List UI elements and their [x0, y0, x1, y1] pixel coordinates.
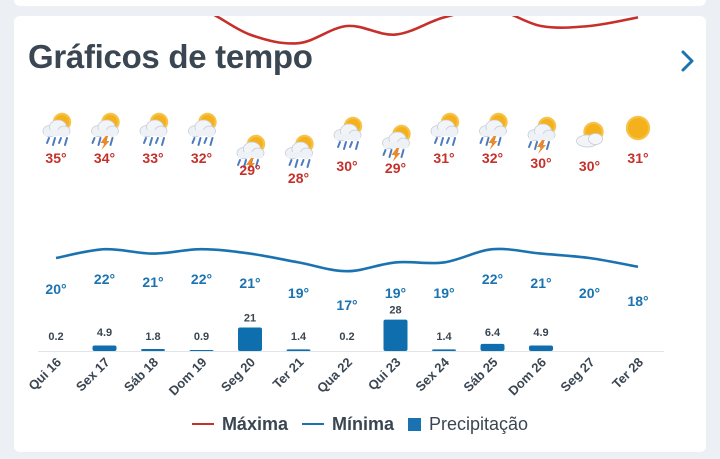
precip-label: 6.4: [485, 327, 501, 339]
weather-charts-card: Gráficos de tempo 35° 34° 33° 32° 29° 28° 30° 2…: [14, 16, 706, 452]
sun-cloud-icon: [576, 121, 604, 148]
precip-label: 1.8: [145, 331, 160, 343]
x-tick-label: Sáb 25: [460, 355, 500, 395]
precip-bar: [529, 345, 553, 351]
min-temp-label: 20°: [579, 285, 600, 301]
legend-swatch-max: [191, 423, 214, 425]
precip-bar: [238, 327, 262, 351]
legend-label-max: Máxima: [221, 413, 288, 434]
sun-storm-icon: [236, 134, 266, 172]
min-temp-label: 20°: [45, 281, 66, 297]
x-tick-label: Dom 19: [166, 355, 210, 399]
min-temp-label: 19°: [385, 285, 406, 301]
x-tick-label: Sex 24: [412, 354, 452, 394]
chart-legend: Máxima Mínima Precipitação: [14, 412, 706, 436]
x-tick-label: Seg 27: [557, 355, 597, 395]
max-temp-label: 32°: [482, 150, 503, 166]
sun-rain-icon: [285, 134, 314, 168]
min-temp-label: 17°: [336, 297, 357, 313]
sun-rain-icon: [188, 112, 217, 146]
precip-bar: [480, 343, 505, 351]
legend-item-precip: Precipitação: [408, 414, 528, 435]
previous-card-edge: [14, 0, 706, 6]
max-temp-label: 29°: [385, 160, 406, 176]
precip-label: 28: [389, 305, 401, 317]
sun-storm-icon: [91, 112, 120, 150]
precip-label: 0.2: [48, 331, 63, 343]
legend-label-precip: Precipitação: [429, 413, 529, 434]
legend-swatch-min: [301, 423, 324, 425]
sun-rain-icon: [430, 112, 460, 146]
max-temp-label: 30°: [579, 158, 600, 174]
sun-rain-icon: [139, 112, 169, 146]
sun-storm-icon: [527, 116, 557, 154]
card-title: Gráficos de tempo: [28, 38, 313, 75]
precip-bar: [189, 349, 214, 351]
precip-label: 1.4: [436, 331, 452, 343]
max-temp-label: 31°: [433, 150, 454, 166]
legend-swatch-precip: [408, 417, 421, 431]
x-tick-label: Qua 22: [314, 355, 355, 396]
precip-label: 0.9: [194, 331, 209, 343]
max-temp-label: 30°: [530, 155, 551, 171]
sun-rain-icon: [42, 112, 72, 146]
min-temp-label: 22°: [94, 271, 115, 287]
max-temp-label: 31°: [627, 150, 648, 166]
max-temp-label: 28°: [288, 170, 309, 186]
precip-bar: [141, 348, 165, 351]
min-temp-label: 21°: [142, 274, 163, 290]
max-temp-label: 30°: [336, 158, 357, 174]
precip-bar: [432, 349, 456, 351]
x-tick-label: Qui 16: [25, 355, 64, 394]
weather-chart: 35° 34° 33° 32° 29° 28° 30° 29° 31° 32° 30° 30° 31° 2…: [25, 16, 664, 399]
precip-bar: [92, 345, 117, 351]
x-tick-label: Dom 26: [505, 355, 549, 399]
precip-label: 0.2: [339, 331, 354, 343]
sun-storm-icon: [479, 112, 508, 150]
max-temp-label: 34°: [94, 150, 115, 166]
precip-label: 1.4: [291, 331, 307, 343]
precip-label: 4.9: [97, 327, 112, 339]
x-tick-label: Seg 20: [218, 355, 258, 395]
precip-bar: [383, 319, 408, 351]
max-temp-label: 29°: [239, 162, 260, 178]
min-temp-label: 18°: [627, 293, 648, 309]
min-line: [55, 247, 639, 273]
x-tick-label: Sáb 18: [121, 355, 161, 395]
x-tick-label: Sex 17: [73, 355, 113, 395]
precip-label: 21: [244, 312, 256, 324]
sun-storm-icon: [382, 124, 411, 162]
chevron-right-icon[interactable]: [674, 48, 700, 74]
min-temp-label: 19°: [433, 285, 454, 301]
sun-rain-icon: [333, 116, 363, 150]
x-tick-label: Ter 21: [270, 355, 307, 392]
legend-item-max: Máxima: [191, 413, 288, 435]
legend-item-min: Mínima: [301, 413, 394, 435]
legend-label-min: Mínima: [331, 413, 394, 434]
x-tick-label: Qui 23: [365, 355, 404, 394]
precip-label: 4.9: [533, 327, 548, 339]
sun-icon: [625, 115, 651, 141]
min-temp-label: 21°: [239, 275, 260, 291]
min-temp-label: 19°: [288, 285, 309, 301]
max-line: [213, 16, 639, 45]
max-temp-label: 33°: [142, 150, 163, 166]
min-temp-label: 22°: [482, 271, 503, 287]
x-tick-label: Ter 28: [609, 355, 646, 392]
max-temp-label: 32°: [191, 150, 212, 166]
min-temp-label: 22°: [191, 271, 212, 287]
max-temp-label: 35°: [45, 150, 66, 166]
precip-bar: [286, 349, 311, 351]
min-temp-label: 21°: [530, 275, 551, 291]
